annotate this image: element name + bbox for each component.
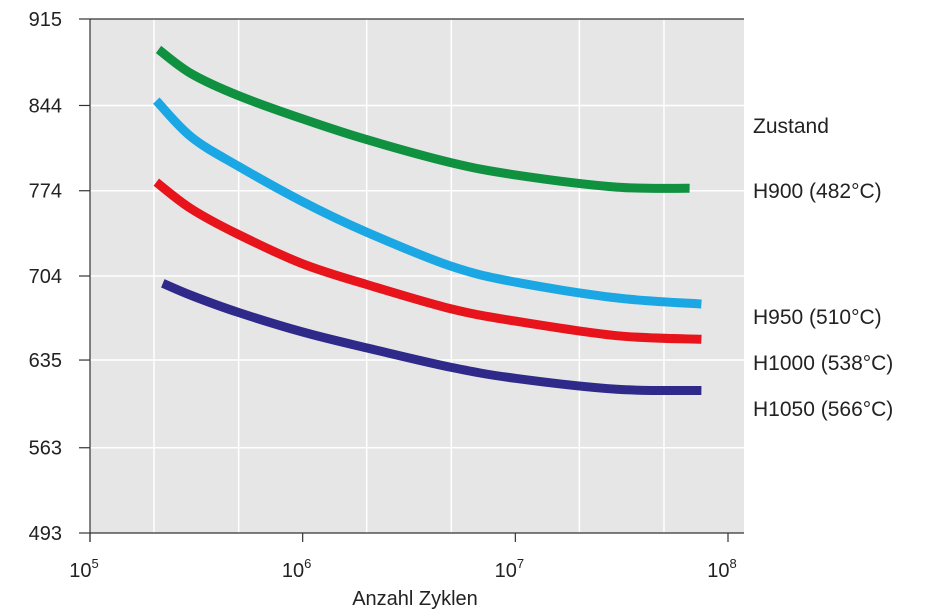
legend-title: Zustand xyxy=(753,115,829,138)
series-line-h950 xyxy=(153,97,702,309)
y-tick-label: 774 xyxy=(29,181,62,203)
series-line-h900 xyxy=(155,45,690,193)
legend: Zustand H900 (482°C) H950 (510°C) H1000 … xyxy=(753,115,893,421)
x-tick-label: 105 xyxy=(69,556,98,582)
series-line-h1050 xyxy=(161,279,702,396)
y-tick-label: 704 xyxy=(29,266,62,288)
series-lines xyxy=(153,45,702,396)
y-tick-label: 563 xyxy=(29,438,62,460)
y-tick-label: 844 xyxy=(29,95,62,117)
x-tick-label: 107 xyxy=(495,556,524,582)
y-tick-label: 915 xyxy=(29,9,62,31)
legend-entry-h1000: H1000 (538°C) xyxy=(753,352,893,375)
x-tick-label: 108 xyxy=(707,556,736,582)
series-line-h1000 xyxy=(153,178,702,344)
legend-entry-h950: H950 (510°C) xyxy=(753,306,882,329)
axes xyxy=(79,18,744,542)
y-tick-label: 493 xyxy=(29,523,62,545)
x-axis-label: Anzahl Zyklen xyxy=(352,588,478,610)
y-tick-labels: 915 844 774 704 635 563 493 xyxy=(29,9,62,545)
y-tick-label: 635 xyxy=(29,350,62,372)
x-tick-labels: 105 106 107 108 xyxy=(69,556,736,582)
legend-entry-h900: H900 (482°C) xyxy=(753,180,882,203)
legend-entry-h1050: H1050 (566°C) xyxy=(753,398,893,421)
x-tick-label: 106 xyxy=(282,556,311,582)
